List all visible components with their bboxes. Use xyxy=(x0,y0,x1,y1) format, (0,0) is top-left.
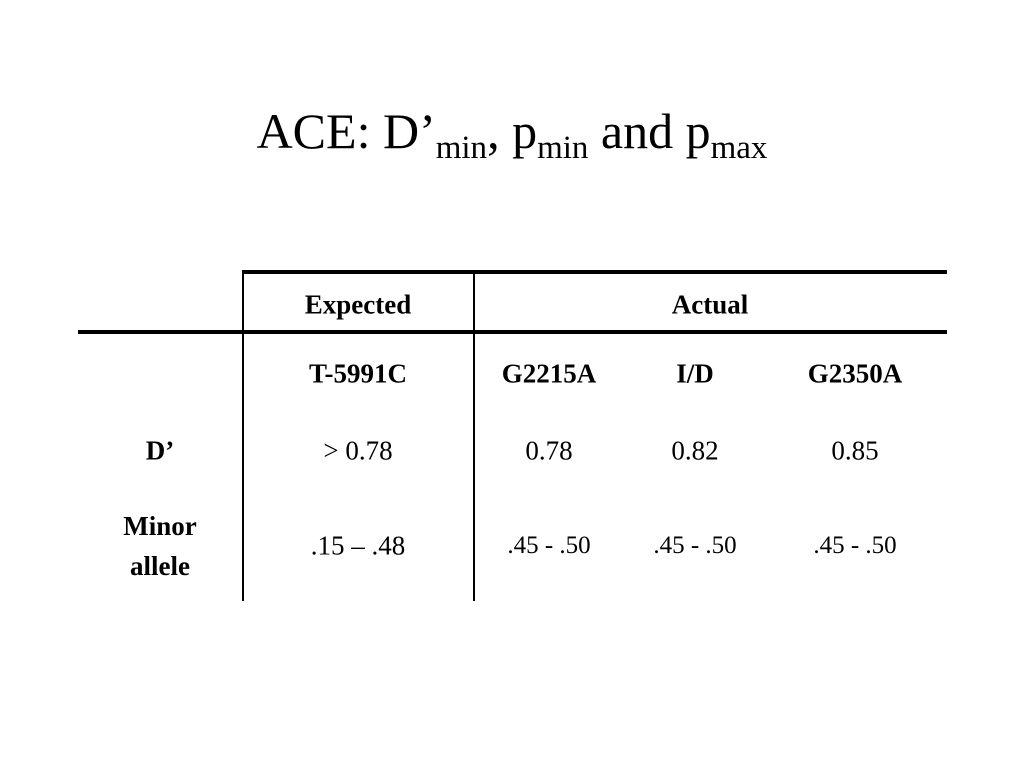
title-part: , p xyxy=(487,103,538,159)
column-rule xyxy=(473,270,475,601)
title-sub: min xyxy=(435,130,488,166)
title-sub: max xyxy=(710,130,768,166)
title-part: and p xyxy=(588,103,711,159)
table-cell: 0.78 xyxy=(525,435,573,466)
table-cell: 0.82 xyxy=(671,435,719,466)
table-cell: > 0.78 xyxy=(323,435,393,466)
table-cell: .15 – .48 xyxy=(310,530,406,561)
subheader-cell: G2350A xyxy=(807,358,903,389)
column-rule xyxy=(242,270,244,601)
table-cell: .45 - .50 xyxy=(653,532,737,559)
row-label: Minor allele xyxy=(123,511,197,581)
title-part: ACE: D’ xyxy=(256,103,436,159)
top-rule xyxy=(243,270,947,274)
subheader-cell: T-5991C xyxy=(308,358,408,389)
row-label: D’ xyxy=(145,435,175,466)
header-cell: Actual xyxy=(671,289,749,320)
header-cell: Expected xyxy=(304,289,412,320)
header-rule xyxy=(78,330,947,334)
table-cell: .45 - .50 xyxy=(813,532,897,559)
subheader-cell: I/D xyxy=(676,358,714,389)
table-cell: .45 - .50 xyxy=(507,532,591,559)
title-sub: min xyxy=(537,130,589,166)
subheader-cell: G2215A xyxy=(501,358,597,389)
table-cell: 0.85 xyxy=(831,435,879,466)
slide-title: ACE: D’min, pmin and pmax xyxy=(0,102,1024,165)
